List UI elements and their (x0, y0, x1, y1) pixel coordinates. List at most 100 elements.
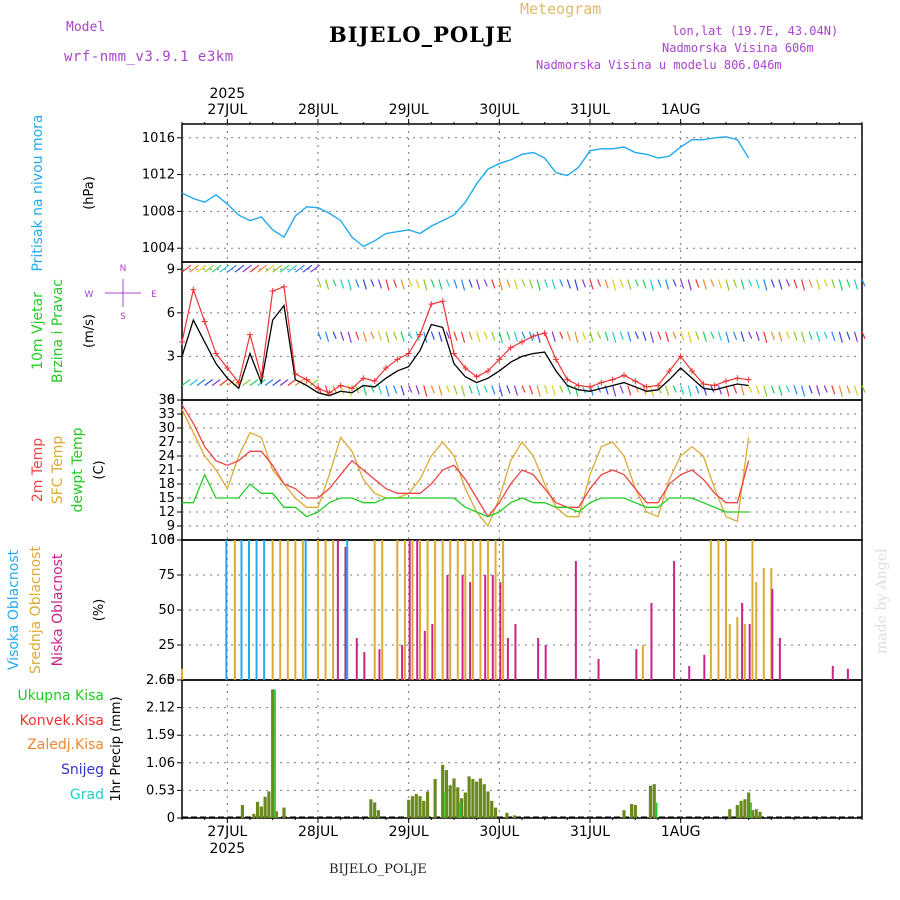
y-tick-label: 6 (167, 306, 175, 321)
wind-barb (695, 331, 700, 340)
wind-barb (793, 279, 798, 289)
wind-barb (204, 378, 214, 386)
wind-barb (717, 385, 723, 395)
wind-barb (732, 331, 738, 340)
y-tick-label: 27 (158, 435, 175, 450)
wind-barb (763, 331, 768, 343)
day-label-bottom: 1AUG (661, 824, 701, 840)
gust-marker (587, 383, 593, 390)
wind-barb (627, 331, 632, 342)
pressure-line (181, 136, 750, 248)
wind-barb (838, 385, 843, 397)
wind-barb (808, 385, 813, 394)
cloud-title3: Niska Oblacnost (50, 553, 66, 666)
wind-barb (755, 385, 760, 395)
y-tick-label: 1004 (142, 241, 175, 256)
wind-barb (513, 385, 519, 396)
gust-marker (417, 331, 423, 338)
wind-barb (748, 331, 753, 339)
wind-barb (302, 264, 313, 273)
day-label-bottom: 28JUL (298, 824, 338, 840)
precip-total-bar (407, 799, 411, 818)
gust-marker (213, 350, 219, 357)
wind-barb (770, 385, 775, 394)
wind-barb (506, 331, 511, 340)
station-title: BIJELO_POLJE (329, 22, 513, 47)
y-tick-label: 33 (158, 407, 175, 422)
day-label-bottom: 29JUL (389, 824, 429, 840)
wind-barb (385, 279, 390, 291)
y-tick-label: 0 (167, 393, 175, 408)
wind-barb (800, 385, 806, 397)
wind-barb (717, 331, 723, 341)
wind-barb (551, 331, 556, 342)
wind-barb (619, 279, 624, 288)
wind-barb (408, 385, 413, 393)
y-tick-label: 1.59 (146, 728, 175, 743)
wind-barb (438, 279, 443, 290)
day-label-bottom: 30JUL (479, 824, 519, 840)
wind-barb (800, 331, 806, 343)
precip-conv-bar (274, 689, 276, 818)
wind-barb (377, 279, 383, 289)
wind-barb (219, 378, 229, 386)
wind-barb (861, 385, 866, 393)
wind-barb (468, 385, 473, 394)
gust-marker (235, 379, 242, 386)
gust-marker (371, 378, 378, 385)
wind-barb (498, 279, 503, 291)
wind-barb (400, 279, 405, 290)
wind-barb (528, 279, 534, 289)
gust-marker (179, 338, 185, 345)
panel-frame-clouds (181, 539, 863, 681)
wind-barb (400, 385, 405, 396)
gust-marker (609, 376, 616, 383)
day-label-bottom: 27JUL (207, 824, 247, 840)
gust-marker (462, 365, 469, 372)
gust-marker (655, 382, 661, 389)
wind-barb (581, 331, 587, 340)
wind-barb (597, 279, 602, 287)
precip-total-bar (482, 784, 486, 818)
wind-barb (294, 378, 304, 386)
precip-total-bar (274, 811, 279, 818)
wind-barb (574, 385, 579, 397)
wind-barb (672, 279, 677, 287)
day-label-top: 29JUL (389, 102, 429, 118)
precip-total-bar (758, 811, 762, 818)
gust-marker (224, 365, 231, 372)
precip-conv-bar (750, 802, 752, 818)
wind-barb (785, 385, 790, 393)
y-tick-label: 9 (167, 519, 175, 534)
precip-total-bar (652, 784, 656, 818)
wind-barb (385, 331, 390, 343)
precip-total-bar (486, 791, 490, 818)
elevation-label: Nadmorska Visina 606m (662, 41, 814, 55)
wind-barb (317, 331, 322, 340)
wind-barb (204, 264, 215, 273)
wind-barb (483, 385, 488, 393)
wind-barb (649, 279, 655, 291)
wind-barb (559, 279, 564, 287)
wind-barb (581, 279, 587, 288)
wind-barb (732, 385, 738, 394)
wind-barb (861, 279, 866, 287)
wind-barb (279, 378, 289, 386)
precip-total-bar (422, 800, 426, 818)
precip-total-bar (747, 792, 751, 818)
wind-barb (287, 378, 297, 386)
wind-barb (861, 331, 866, 339)
day-label-top: 30JUL (479, 102, 519, 118)
gust-marker (201, 318, 208, 325)
wind-barb (808, 279, 813, 288)
wind-barb (445, 279, 450, 287)
wind-barb (642, 279, 647, 289)
wind-barb (506, 279, 511, 288)
compass-label: S (120, 312, 126, 322)
wind-barb (544, 385, 549, 394)
wind-barb (324, 331, 330, 342)
precip-total-bar (505, 812, 509, 818)
precip-total-bar (369, 799, 373, 818)
wind-barb (332, 331, 337, 339)
compass-label: W (85, 290, 94, 300)
